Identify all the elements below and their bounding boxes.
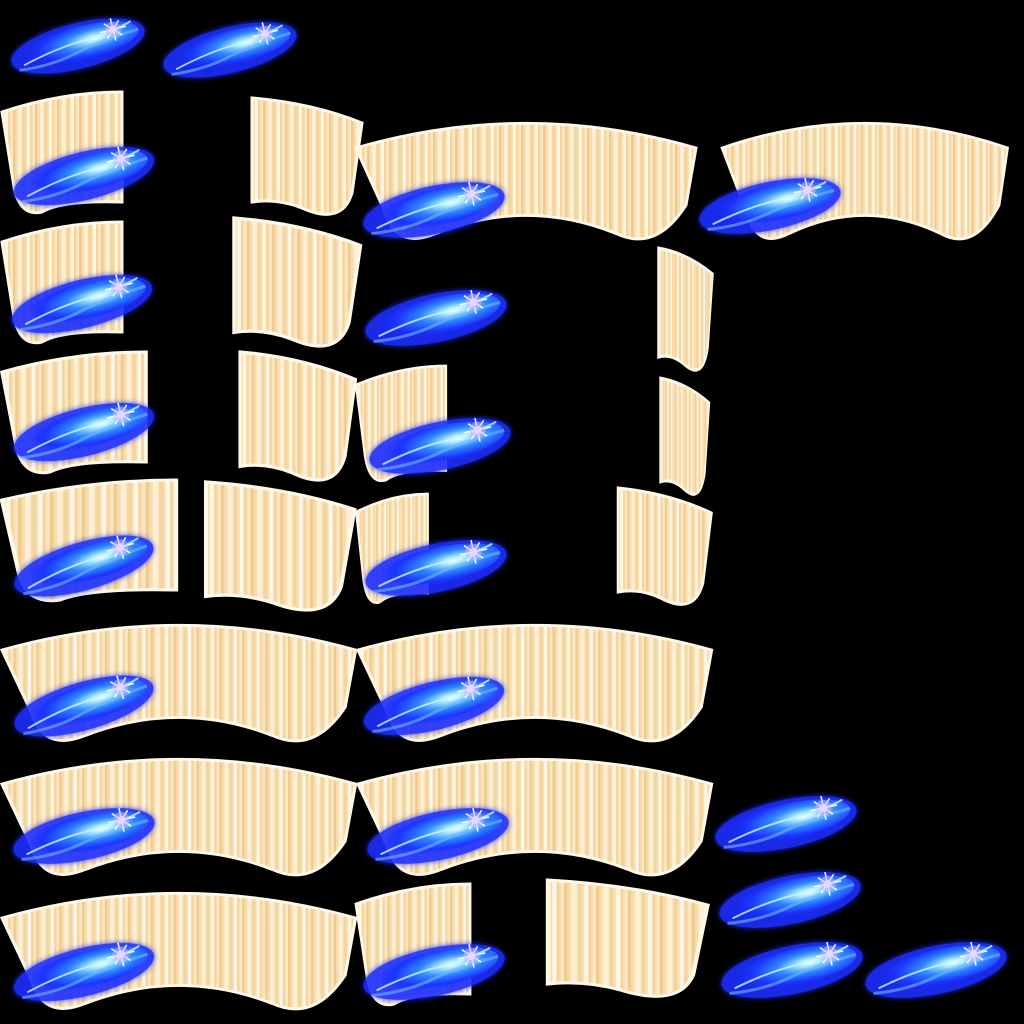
- blue-flare-sprite: [861, 932, 1012, 1009]
- golden-arc-sprite: [250, 96, 364, 216]
- blue-flare-sprite: [711, 786, 862, 863]
- golden-arc-sprite: [206, 482, 355, 610]
- blue-flare-sprite: [715, 862, 866, 939]
- golden-arc-sprite: [238, 350, 358, 482]
- golden-arc-sprite: [548, 880, 708, 996]
- golden-arc-sprite: [616, 486, 713, 606]
- blue-flare-sprite: [6, 7, 150, 84]
- golden-arc-sprite: [232, 216, 363, 348]
- golden-arc-sprite: [658, 376, 711, 496]
- blue-flare-sprite: [361, 280, 512, 357]
- blue-flare-sprite: [717, 932, 868, 1009]
- blue-flare-sprite: [158, 11, 302, 88]
- golden-arc-sprite: [656, 246, 715, 372]
